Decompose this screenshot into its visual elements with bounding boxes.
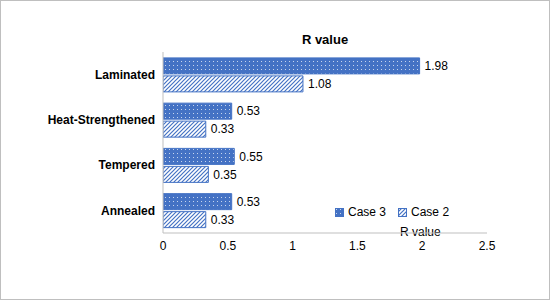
svg-text:0.53: 0.53 — [237, 195, 261, 209]
svg-text:Tempered: Tempered — [99, 158, 155, 172]
html-text:Case 2: Case 2 — [411, 205, 450, 219]
svg-text:1: 1 — [289, 239, 296, 253]
svg-text:0.35: 0.35 — [213, 168, 237, 182]
svg-text:0.55: 0.55 — [239, 150, 263, 164]
svg-text:1.08: 1.08 — [308, 77, 332, 91]
svg-text:0.33: 0.33 — [211, 122, 235, 136]
svg-text:0: 0 — [160, 239, 167, 253]
svg-text:1.98: 1.98 — [425, 59, 449, 73]
svg-text:1.5: 1.5 — [349, 239, 366, 253]
html-text:R value: R value — [301, 32, 349, 47]
svg-text:2: 2 — [419, 239, 426, 253]
svg-text:0.53: 0.53 — [237, 104, 261, 118]
html-text:R value: R value — [400, 225, 441, 239]
svg-text:2.5: 2.5 — [479, 239, 496, 253]
svg-text:Heat-Strengthened: Heat-Strengthened — [48, 113, 155, 127]
html-text:Case 3: Case 3 — [348, 205, 386, 219]
svg-text:0.5: 0.5 — [219, 239, 236, 253]
svg-text:Laminated: Laminated — [95, 68, 155, 82]
svg-text:0.33: 0.33 — [211, 213, 235, 227]
svg-text:Annealed: Annealed — [101, 204, 155, 218]
